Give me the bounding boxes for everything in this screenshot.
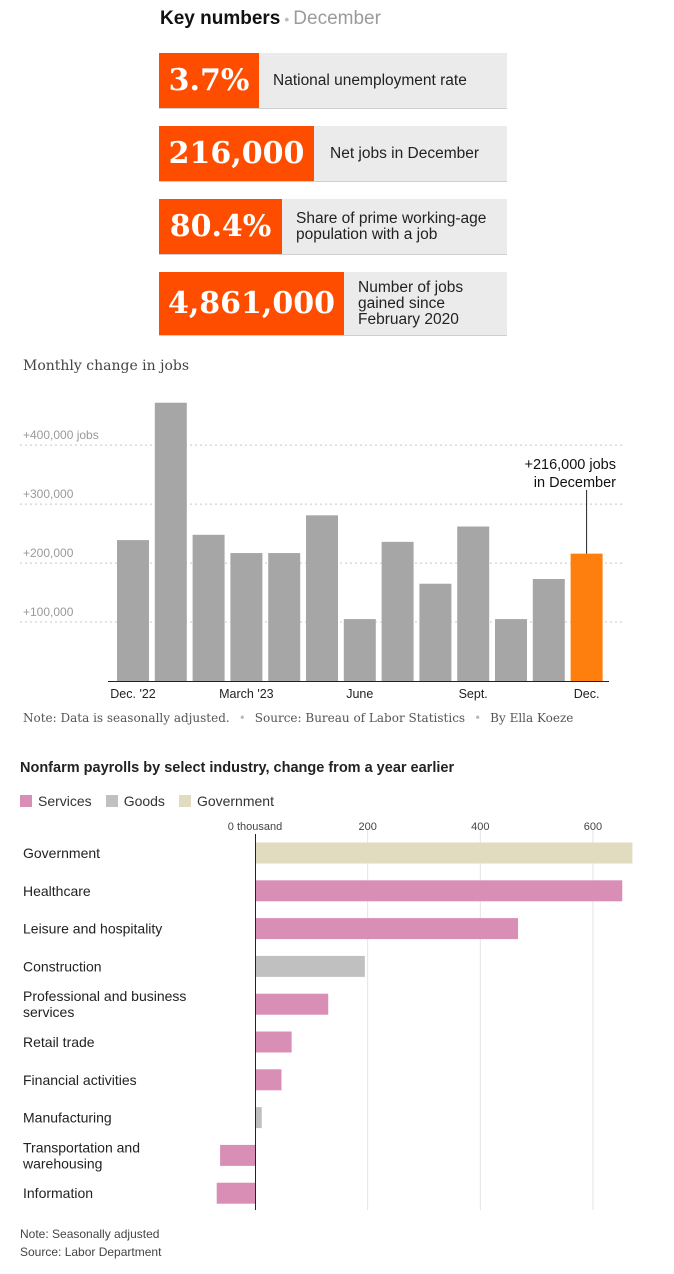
bar [255,993,329,1015]
bar [220,1144,255,1166]
x-tick-label: 400 [471,821,489,833]
stat-value: 216,000 [159,126,314,181]
stat-card-net-jobs: 216,000 Net jobs in December [159,126,507,182]
bar [255,842,633,864]
monthly-source: Source: Bureau of Labor Statistics [254,711,466,725]
bar [255,1107,262,1129]
legend-item-services: Services [20,793,92,809]
industry-legend: Services Goods Government [20,793,288,809]
category-label: Transportation and [23,1139,140,1155]
annotation-label: in December [534,475,616,491]
legend-item-government: Government [178,793,274,809]
stat-value: 3.7% [159,53,259,108]
legend-label: Goods [123,793,165,809]
x-tick-label: 600 [584,821,602,833]
x-tick-label: Dec. '22 [110,687,156,701]
x-tick-label: June [346,687,373,701]
stat-value: 4,861,000 [159,272,344,335]
bar [532,579,565,681]
bar [570,553,603,681]
monthly-chart-footnote: Note: Data is seasonally adjusted. • Sourc… [23,711,573,725]
y-tick-label: +200,000 [23,546,74,560]
x-tick-label: 200 [358,821,376,833]
stat-value: 80.4% [159,199,282,254]
category-label: Healthcare [23,883,91,899]
bar [343,619,376,681]
bar [117,540,149,681]
x-tick-label: 0 thousand [228,821,282,833]
bar [255,880,623,902]
industry-chart-title: Nonfarm payrolls by select industry, cha… [20,760,455,776]
industry-source: Source: Labor Department [20,1245,162,1259]
x-tick-label: Dec. [574,687,600,701]
bar [457,526,490,681]
legend-swatch [105,795,118,807]
monthly-note: Note: Data is seasonally adjusted. [23,711,230,725]
monthly-jobs-chart: +100,000 +200,000 +300,000 +400,000 jobs Dec… [20,402,622,701]
key-numbers-title: Key numbers • December [160,8,381,30]
stat-label: Number of jobs gained since February 202… [358,278,464,328]
stat-card-unemployment: 3.7% National unemployment rate [159,53,507,109]
category-label: Professional and business [23,988,186,1004]
x-tick-label: Sept. [459,687,488,701]
key-numbers-heading: Key numbers [160,8,281,29]
category-label: Manufacturing [23,1110,112,1126]
category-label: Government [23,845,100,861]
bar [306,515,338,681]
stat-label: National unemployment rate [273,71,467,89]
footnote-dot: • [238,711,246,725]
annotation-label: +216,000 jobs [524,457,616,473]
monthly-chart-title: Monthly change in jobs [23,358,190,374]
industry-chart-footnote: Note: Seasonally adjusted Source: Labor … [20,1225,161,1261]
bar [495,619,527,681]
legend-label: Services [38,793,92,809]
footnote-dot: • [474,711,482,725]
stat-card-jobs-gained: 4,861,000 Number of jobs gained since Fe… [159,272,507,336]
category-label: Financial activities [23,1072,137,1088]
bar [419,583,452,681]
category-label: services [23,1004,74,1020]
stat-card-employment-share: 80.4% Share of prime working-age populat… [159,199,507,255]
industry-payrolls-chart: 0 thousand 200 400 600 Government Healthcare L… [22,821,633,1210]
category-label: Retail trade [23,1034,95,1050]
legend-label: Government [196,793,274,809]
industry-note: Note: Seasonally adjusted [20,1227,160,1241]
bar [268,553,301,681]
legend-swatch [20,795,32,807]
category-label: Leisure and hospitality [23,921,162,937]
category-label: warehousing [22,1155,102,1171]
y-tick-label: +400,000 jobs [23,428,99,442]
bar [255,1069,282,1091]
bar [192,534,225,681]
bar [216,1182,255,1204]
category-label: Construction [23,958,102,974]
monthly-byline: By Ella Koeze [490,711,574,725]
y-tick-label: +300,000 [23,487,74,501]
key-numbers-month: December [293,8,381,29]
bar [255,918,519,940]
legend-item-goods: Goods [105,793,165,809]
bar [230,553,263,681]
bar [255,1031,292,1053]
bar [255,955,365,977]
stat-label: Net jobs in December [330,144,480,162]
x-tick-label: March '23 [219,687,274,701]
legend-swatch [178,795,191,807]
y-tick-label: +100,000 [23,605,74,619]
stat-label: Share of prime working-age population wi… [296,209,487,243]
category-label: Information [23,1185,93,1201]
bar [154,402,187,681]
title-separator: • [284,11,290,27]
bar [381,541,414,681]
